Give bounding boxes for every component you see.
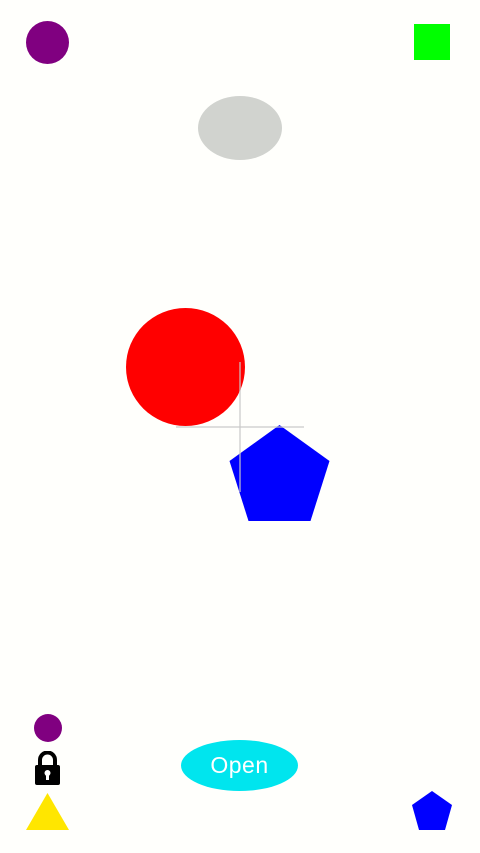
blue-pentagon-large[interactable] [229,425,330,521]
blue-pentagon-small[interactable] [412,791,452,830]
red-circle[interactable] [126,308,245,426]
open-button-label: Open [210,752,269,778]
blue-pentagon-small-shape [412,791,452,830]
yellow-triangle-shape [26,793,69,830]
green-square-top-right[interactable] [414,24,450,60]
lock-shackle [38,751,57,766]
crosshair-horizontal-line [176,426,304,428]
yellow-triangle[interactable] [26,793,69,830]
purple-circle-bottom-left[interactable] [34,714,62,742]
purple-circle-top-left[interactable] [26,21,69,64]
open-button[interactable]: Open [181,740,298,791]
gray-ellipse[interactable] [198,96,282,160]
blue-pentagon-large-shape [229,425,330,521]
lock-keyhole-slot [46,773,49,780]
lock-icon[interactable] [33,751,62,785]
